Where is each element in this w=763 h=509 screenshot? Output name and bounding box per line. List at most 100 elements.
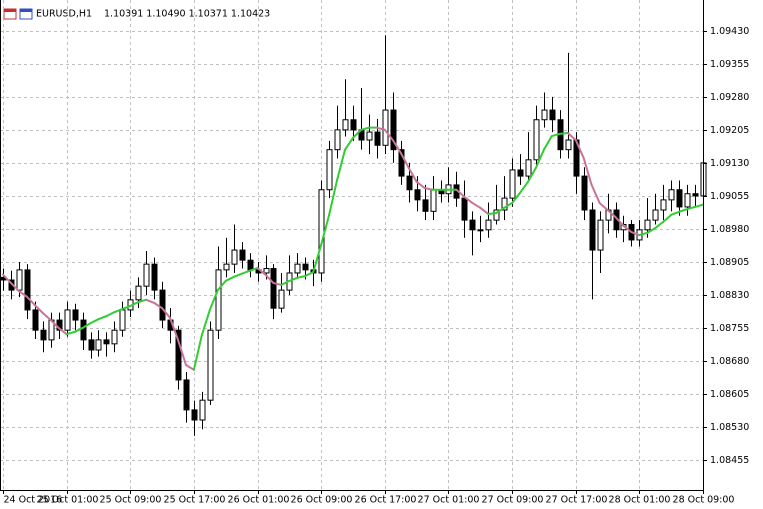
moving-average [328, 179, 339, 216]
moving-average [9, 282, 20, 293]
candle-body [684, 193, 691, 208]
moving-average [471, 201, 482, 209]
moving-average [105, 311, 116, 318]
candle-body [16, 269, 23, 291]
plot-area [0, 0, 707, 490]
candle-body [103, 339, 110, 345]
y-tick-label: 1.09355 [710, 59, 749, 70]
candle-body [80, 319, 87, 341]
candle-body [406, 175, 413, 191]
candle-body [549, 109, 556, 121]
moving-average [137, 298, 148, 304]
y-tick-label: 1.08530 [710, 422, 749, 433]
candle-body [239, 249, 246, 261]
candle-body [501, 197, 508, 211]
candle-body [64, 309, 71, 331]
moving-average [304, 271, 315, 278]
moving-average [574, 139, 585, 160]
candle-body [668, 189, 675, 201]
y-tick-label: 1.08830 [710, 290, 749, 301]
candle-body [342, 119, 349, 131]
y-tick-label: 1.08605 [710, 389, 749, 400]
candle-body [207, 329, 214, 401]
moving-average [678, 208, 689, 213]
moving-average [359, 126, 370, 131]
candle-body [24, 269, 31, 311]
candle-body [565, 139, 572, 151]
moving-average [312, 243, 323, 274]
moving-average [582, 157, 593, 186]
x-tick-label: 26 Oct 17:00 [355, 495, 417, 506]
candle-body [143, 263, 150, 287]
candle-body [270, 268, 277, 309]
moving-average [606, 209, 617, 219]
moving-average [352, 128, 362, 139]
moving-average [455, 188, 466, 198]
moving-average [479, 206, 490, 215]
candle-body [430, 189, 437, 212]
moving-average [113, 308, 124, 314]
candle-body [541, 109, 548, 121]
moving-average [248, 267, 259, 272]
moving-average [17, 290, 28, 298]
candle-body [247, 259, 254, 271]
moving-average [41, 312, 52, 322]
candle-body [398, 149, 405, 177]
candle-body [525, 159, 532, 177]
moving-average [296, 275, 307, 279]
candle-body [40, 329, 47, 341]
moving-average [153, 301, 164, 310]
candle-body [652, 209, 659, 221]
moving-average [590, 183, 601, 204]
candle-body [692, 193, 699, 197]
candle-body [414, 189, 421, 201]
candle-body [199, 399, 206, 421]
candle-body [509, 169, 516, 199]
candle-body [302, 263, 309, 271]
candle-body [390, 109, 397, 151]
x-tick-label: 26 Oct 01:00 [228, 495, 290, 506]
candle-body [461, 197, 468, 221]
moving-average [614, 216, 625, 227]
moving-average [487, 212, 498, 215]
moving-average [264, 273, 275, 285]
moving-average [550, 132, 561, 138]
moving-average [192, 334, 203, 371]
candle-body [485, 219, 492, 231]
candle-body [493, 209, 500, 221]
candle-body [263, 268, 270, 274]
candle-body [334, 129, 341, 151]
candle-body [318, 189, 325, 274]
moving-average [232, 272, 243, 278]
candle-body [382, 109, 389, 146]
moving-average [169, 316, 179, 341]
moving-average [336, 148, 347, 182]
moving-average [272, 282, 283, 286]
candle-body [469, 219, 476, 231]
moving-average [662, 213, 673, 223]
x-tick-label: 25 Oct 09:00 [100, 495, 162, 506]
candle-body [223, 263, 230, 271]
moving-average [694, 203, 704, 208]
moving-average [375, 126, 386, 131]
candle-body [644, 219, 651, 231]
candle-body [135, 285, 142, 301]
moving-average [558, 131, 569, 135]
moving-average [97, 315, 108, 321]
moving-average [638, 231, 649, 237]
moving-average [399, 151, 410, 169]
candle-body [111, 329, 118, 345]
moving-average [344, 136, 354, 151]
moving-average [216, 279, 227, 292]
moving-average [542, 135, 553, 151]
moving-average [670, 210, 681, 216]
candle-body [581, 175, 588, 211]
candle-body [231, 249, 238, 265]
moving-average [630, 231, 641, 237]
moving-average [622, 224, 633, 234]
price-info: 1.10391 1.10490 1.10371 1.10423 [104, 9, 270, 20]
moving-average [33, 304, 44, 315]
moving-average [81, 322, 92, 329]
x-tick-label: 24 Oct 2016 [4, 495, 63, 506]
